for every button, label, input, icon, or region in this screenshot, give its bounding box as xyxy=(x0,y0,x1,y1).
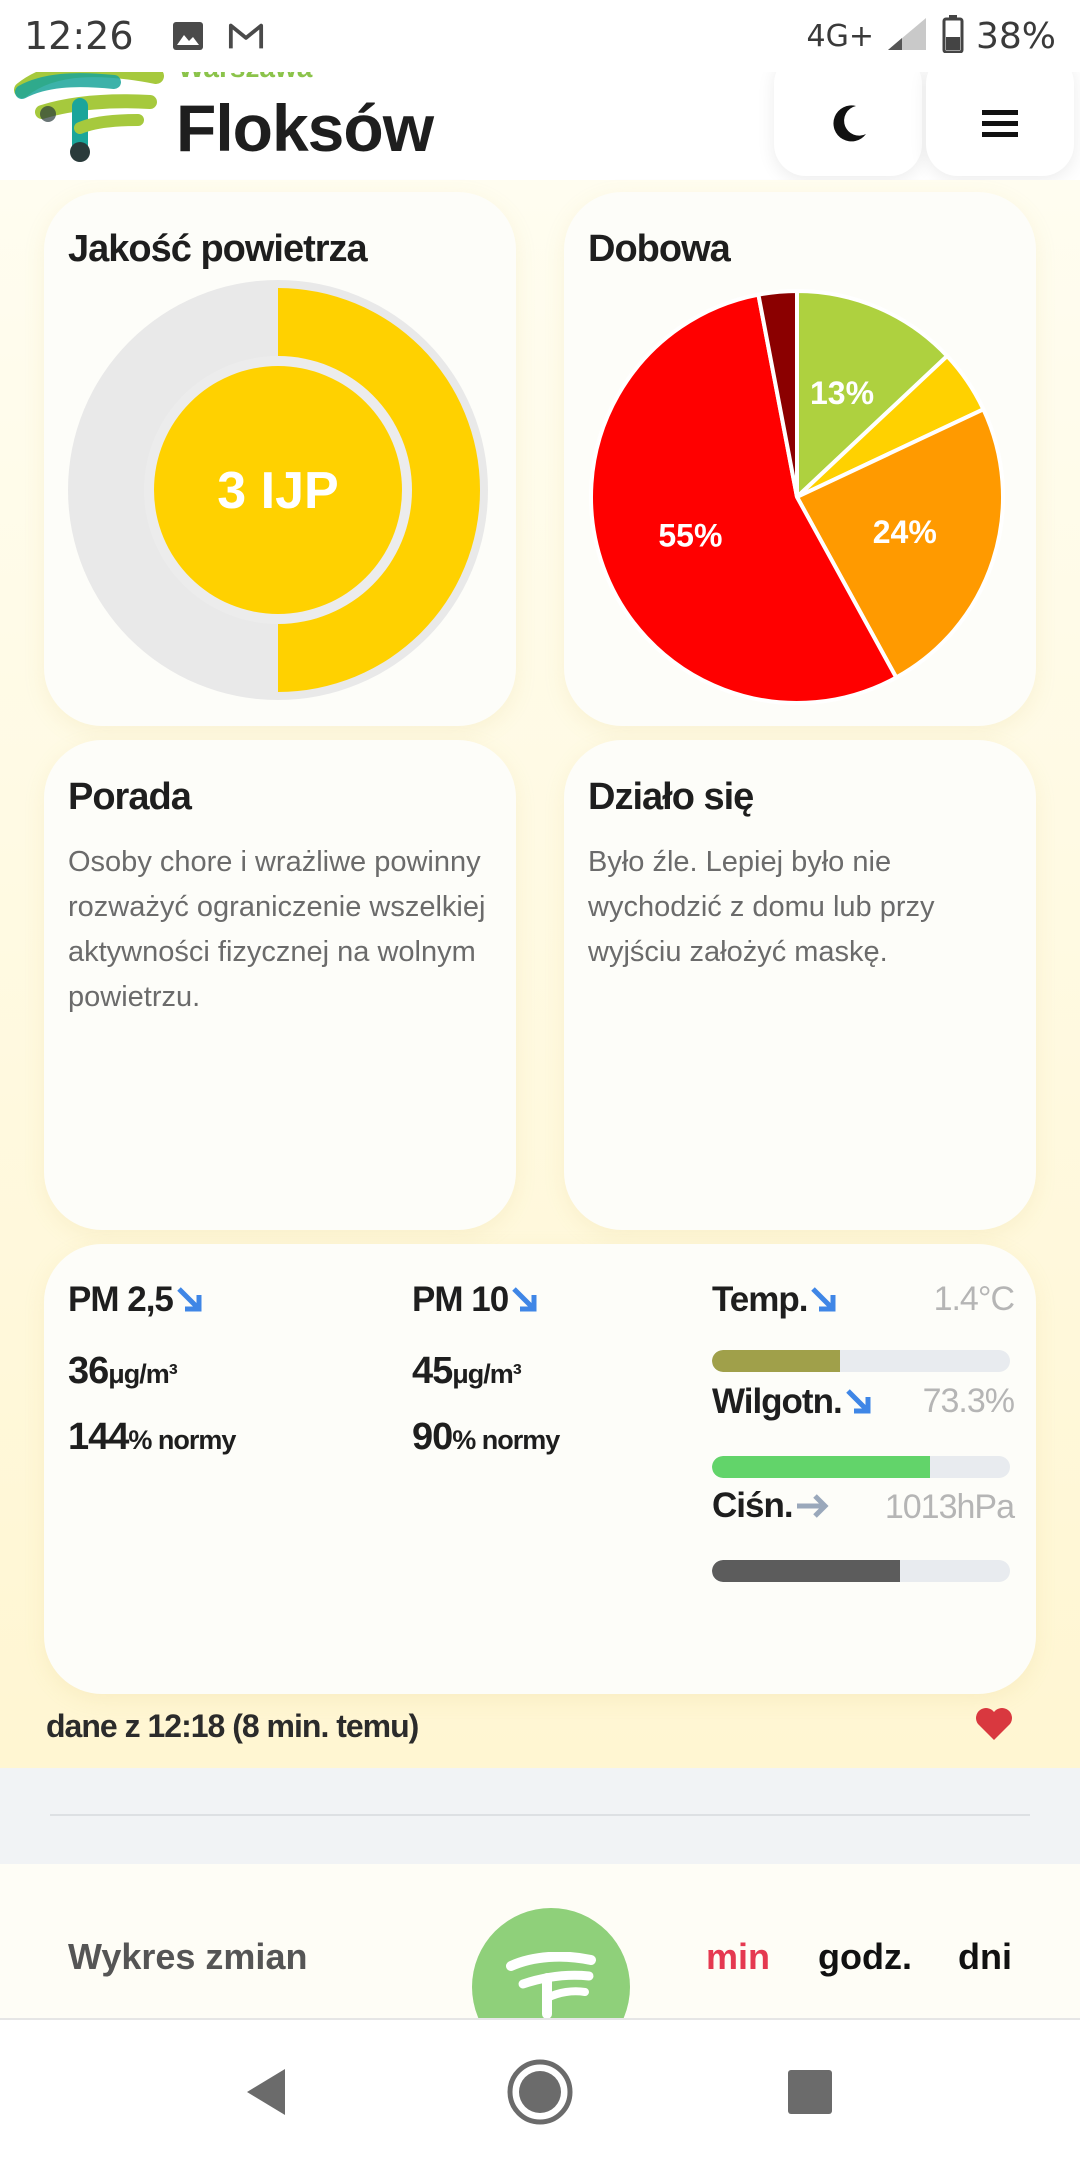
nav-home-button[interactable] xyxy=(504,2056,576,2128)
air-quality-card[interactable]: Jakość powietrza 3 IJP xyxy=(44,192,516,726)
temperature-label: Temp. xyxy=(712,1280,839,1320)
pie-slice xyxy=(794,406,1005,681)
pm25-norm: 144% normy xyxy=(68,1416,236,1458)
measurements-card[interactable]: PM 2,5 36μg/m³ 144% normy PM 10 45μg/m³ … xyxy=(44,1244,1036,1694)
network-type: 4G+ xyxy=(806,18,874,54)
range-hours[interactable]: godz. xyxy=(818,1936,912,1977)
theme-toggle-button[interactable] xyxy=(774,72,922,176)
air-quality-title: Jakość powietrza xyxy=(68,228,368,270)
image-icon xyxy=(170,18,206,54)
temperature-bar xyxy=(712,1350,1010,1372)
pressure-bar-fill xyxy=(712,1560,900,1582)
daily-pie-chart: 13% 24% 55% xyxy=(589,288,1005,705)
pie-slice xyxy=(756,288,799,498)
trend-down-icon xyxy=(811,1287,836,1312)
pressure-bar xyxy=(712,1560,1010,1582)
status-bar: 12:26 4G+ 38% xyxy=(0,0,1080,72)
district-name: Floksów xyxy=(176,91,434,165)
air-quality-gauge: 3 IJP xyxy=(68,280,488,700)
pie-slice-label: 55% xyxy=(658,517,722,553)
heart-icon[interactable] xyxy=(974,1706,1014,1742)
chart-section-title: Wykres zmian xyxy=(68,1936,308,1977)
menu-button[interactable] xyxy=(926,72,1074,176)
gmail-icon xyxy=(228,18,264,54)
system-nav-bar xyxy=(0,2018,1080,2160)
app-logo[interactable] xyxy=(14,72,164,180)
dashboard: Jakość powietrza 3 IJP Dobowa 13% 24% 55% … xyxy=(0,180,1080,1768)
signal-icon xyxy=(886,16,930,56)
trend-steady-icon xyxy=(796,1494,829,1518)
nav-back-button[interactable] xyxy=(230,2056,302,2128)
pie-slice xyxy=(795,288,950,502)
pie-slice-label: 24% xyxy=(873,514,937,550)
pressure-label: Ciśn. xyxy=(712,1486,831,1526)
city-name: Warszawa xyxy=(178,72,312,84)
humidity-value: 73.3% xyxy=(922,1382,1015,1420)
back-icon xyxy=(247,2069,285,2115)
divider xyxy=(50,1814,1030,1816)
trend-down-icon xyxy=(512,1287,537,1312)
trend-down-icon xyxy=(177,1287,202,1312)
daily-title: Dobowa xyxy=(588,228,731,270)
range-min[interactable]: min xyxy=(706,1936,771,1977)
status-time: 12:26 xyxy=(24,14,134,58)
pm10-value: 45μg/m³ xyxy=(412,1350,522,1392)
humidity-bar xyxy=(712,1456,1010,1478)
hamburger-menu-icon xyxy=(982,110,1018,137)
air-quality-index: 3 IJP xyxy=(217,462,338,520)
battery-icon xyxy=(942,15,964,57)
data-timestamp: dane z 12:18 (8 min. temu) xyxy=(46,1708,419,1744)
humidity-bar-fill xyxy=(712,1456,930,1478)
home-icon xyxy=(507,2059,573,2125)
battery-percent: 38% xyxy=(975,15,1056,57)
temperature-value: 1.4°C xyxy=(933,1280,1015,1318)
advice-text: Osoby chore i wrażliwe powinny rozważyć … xyxy=(68,846,486,1013)
recents-icon xyxy=(788,2070,832,2114)
pressure-value: 1013hPa xyxy=(884,1488,1015,1526)
range-days[interactable]: dni xyxy=(958,1936,1012,1977)
moon-icon xyxy=(833,105,866,142)
pie-slice-label: 13% xyxy=(810,375,874,411)
temperature-bar-fill xyxy=(712,1350,841,1372)
nav-recents-button[interactable] xyxy=(774,2056,846,2128)
happened-title: Działo się xyxy=(588,776,754,818)
happened-card: Działo się Było źle. Lepiej było nie wyc… xyxy=(564,740,1036,1230)
happened-text: Było źle. Lepiej było nie wychodzić z do… xyxy=(588,846,935,968)
pm25-value: 36μg/m³ xyxy=(68,1350,178,1392)
app-logo-icon xyxy=(506,1952,596,2019)
humidity-label: Wilgotn. xyxy=(712,1382,874,1422)
gauge-core xyxy=(154,366,402,614)
app-header: Warszawa Floksów xyxy=(0,72,1080,180)
advice-title: Porada xyxy=(68,776,192,818)
pie-slice xyxy=(589,292,899,705)
advice-card: Porada Osoby chore i wrażliwe powinny ro… xyxy=(44,740,516,1230)
daily-card[interactable]: Dobowa 13% 24% 55% xyxy=(564,192,1036,726)
trend-down-icon xyxy=(845,1389,871,1414)
pm10-label: PM 10 xyxy=(412,1280,540,1320)
pm25-label: PM 2,5 xyxy=(68,1280,205,1320)
pm10-norm: 90% normy xyxy=(412,1416,560,1458)
